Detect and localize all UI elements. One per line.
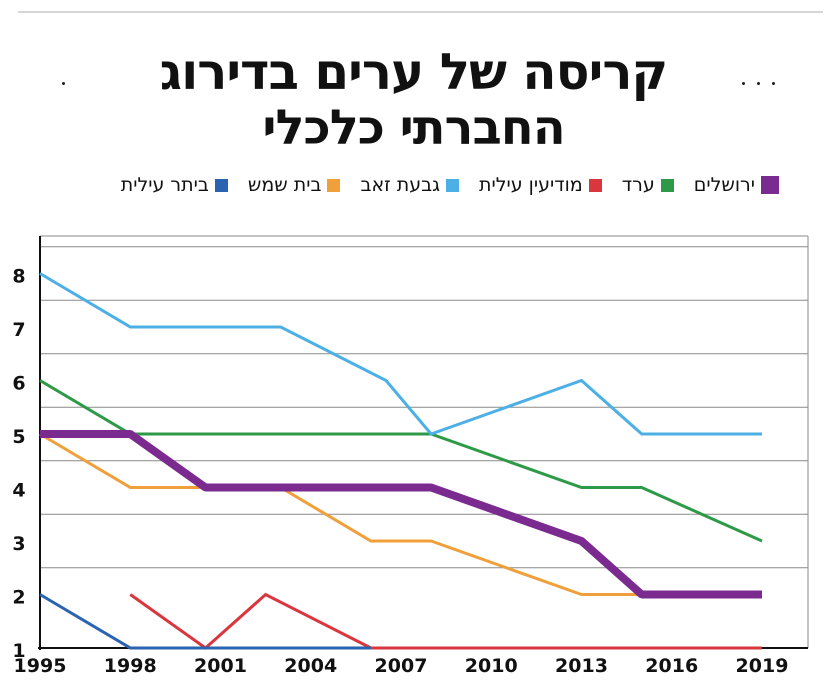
legend-item: ביתר עילית xyxy=(121,174,228,196)
legend-label: בית שמש xyxy=(247,174,322,196)
y-tick-label: 1 xyxy=(12,640,25,662)
series-line xyxy=(39,272,762,436)
legend-item: מודיעין עילית xyxy=(479,174,602,196)
legend-swatch xyxy=(327,178,341,192)
x-tick-label: 1998 xyxy=(104,655,157,677)
decor-dot xyxy=(772,82,775,85)
chart-title-line-1: קריסה של ערים בדירוג xyxy=(159,43,669,101)
legend-label: ירושלים xyxy=(693,174,755,196)
decor-dot xyxy=(742,82,745,85)
x-tick-label: 2013 xyxy=(555,655,608,677)
legend-swatch xyxy=(214,178,228,192)
x-tick-label: 2016 xyxy=(645,655,698,677)
x-tick-label: 2001 xyxy=(194,655,247,677)
series-line xyxy=(39,379,763,543)
y-tick-label: 4 xyxy=(12,480,25,502)
legend-swatch xyxy=(660,178,674,192)
y-tick-label: 8 xyxy=(12,266,25,288)
y-tick-label: 3 xyxy=(12,533,25,555)
series-line xyxy=(40,430,762,599)
legend-label: ערד xyxy=(621,174,655,196)
x-tick-label: 2010 xyxy=(465,655,518,677)
x-tick-label: 1995 xyxy=(14,655,67,677)
x-tick-label: 2007 xyxy=(375,655,428,677)
legend-label: גבעת זאב xyxy=(360,174,440,196)
legend-label: ביתר עילית xyxy=(120,174,209,196)
y-tick-label: 7 xyxy=(12,319,25,341)
series-line xyxy=(129,592,762,650)
legend-item: גבעת זאב xyxy=(360,174,459,196)
decor-dot xyxy=(62,82,65,85)
legend-item: ירושלים xyxy=(694,174,779,196)
y-tick-label: 6 xyxy=(12,373,25,395)
x-tick-label: 2019 xyxy=(736,655,789,677)
legend-swatch xyxy=(761,176,779,194)
legend-item: ערד xyxy=(622,174,674,196)
legend-item: בית שמש xyxy=(248,174,341,196)
series-line xyxy=(39,593,371,650)
decor-dot xyxy=(757,82,760,85)
top-divider xyxy=(18,11,823,13)
legend-swatch xyxy=(445,178,459,192)
legend-label: מודיעין עילית xyxy=(478,174,583,196)
chart-title-line-2: החברתי כלכלי xyxy=(262,100,565,156)
y-tick-label: 5 xyxy=(12,426,25,448)
legend-swatch xyxy=(588,178,602,192)
series-line xyxy=(39,432,762,596)
line-chart: 1 2 3 4 5 6 7 8 1995 1998 2001 2004 2007 2010 2013 2016… xyxy=(12,235,809,677)
legend: ירושלים ערד מודיעין עילית גבעת זאב בית שמש בי… xyxy=(121,170,779,200)
x-tick-label: 2004 xyxy=(284,655,337,677)
y-tick-label: 2 xyxy=(12,587,25,609)
